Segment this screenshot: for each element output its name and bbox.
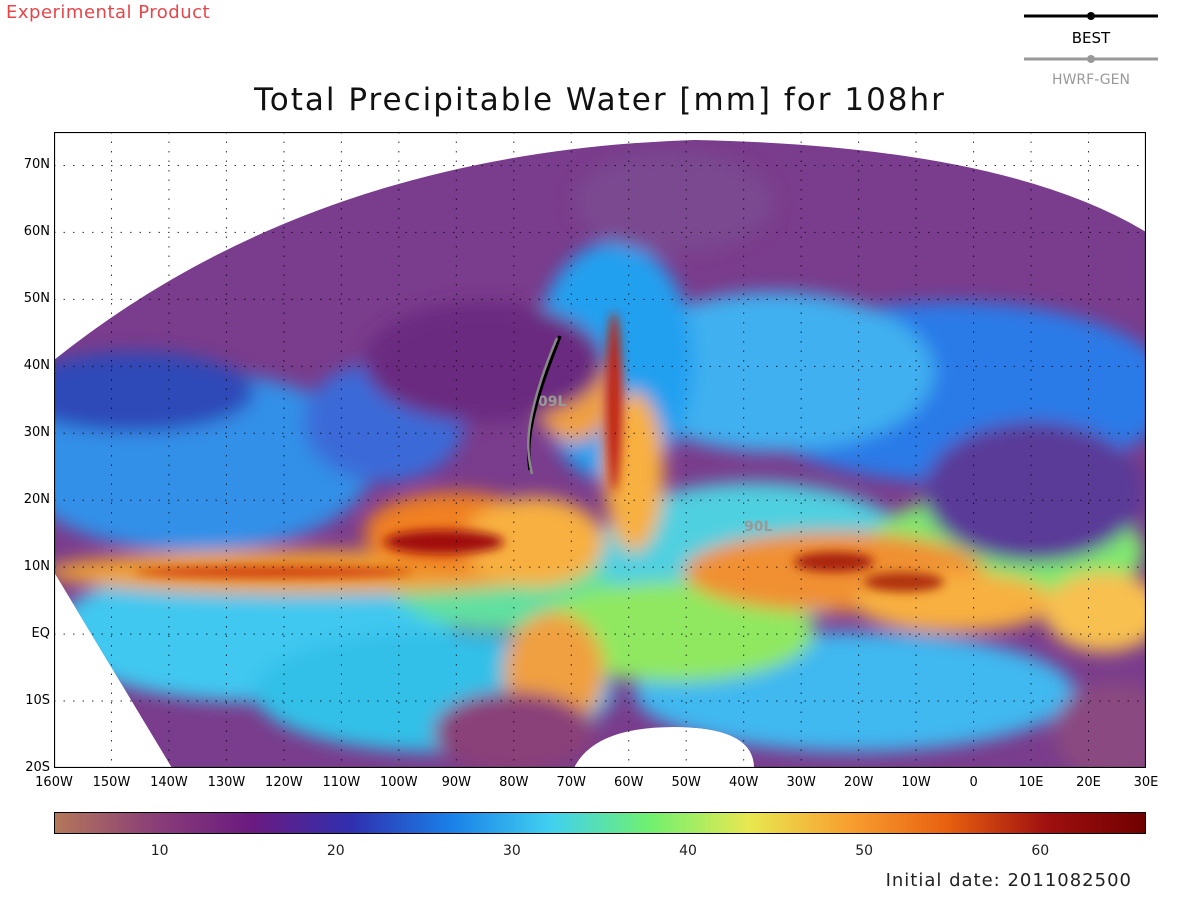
lon-label: 130W — [207, 775, 246, 790]
storm-label-09l: 09L — [538, 394, 566, 410]
colorbar-svg — [54, 812, 1146, 834]
colorbar-tick-label: 40 — [679, 843, 697, 859]
graticule — [54, 132, 1146, 768]
lon-label: 120W — [265, 775, 303, 790]
lat-label: 10S — [25, 693, 50, 709]
storm-label-90l: 90L — [744, 519, 772, 535]
lon-label: 80W — [499, 775, 529, 790]
map-svg: 09L 90L — [53, 131, 1147, 769]
tpw-field — [54, 140, 1146, 768]
legend-hwrf-label: HWRF-GEN — [1052, 72, 1130, 88]
precipitable-water-map: 09L 90L — [53, 131, 1147, 769]
legend-lines — [1024, 12, 1158, 63]
lon-label: 0 — [969, 775, 978, 790]
lat-label: 20S — [25, 760, 50, 775]
lon-label: 150W — [92, 775, 131, 790]
colorbar-tick-label: 60 — [1031, 843, 1050, 859]
lon-label: 160W — [35, 775, 73, 790]
lat-label: 40N — [23, 358, 50, 374]
lon-label: 100W — [379, 775, 418, 790]
initial-date: Initial date: 2011082500 — [885, 870, 1132, 891]
lon-label: 30E — [1133, 775, 1159, 790]
lon-label: 40W — [728, 775, 759, 790]
lat-label: 20N — [23, 492, 50, 508]
experimental-product-label: Experimental Product — [6, 2, 211, 23]
lon-label: 10E — [1018, 775, 1044, 790]
lon-label: 10W — [901, 775, 931, 790]
track-legend: BEST HWRF-GEN — [1024, 8, 1158, 92]
lon-label: 60W — [614, 775, 644, 790]
lon-label: 140W — [150, 775, 188, 790]
lat-label: 60N — [23, 224, 50, 240]
lon-label: 50W — [671, 775, 701, 790]
lon-label: 20E — [1076, 775, 1101, 790]
colorbar-tick-label: 50 — [855, 843, 874, 859]
lon-label: 110W — [322, 775, 361, 790]
lat-label: 50N — [23, 291, 50, 307]
lat-label: 30N — [23, 425, 50, 441]
colorbar-tick-label: 30 — [503, 843, 521, 859]
colorbar — [54, 812, 1146, 834]
lat-label: EQ — [31, 626, 50, 642]
lon-label: 90W — [441, 775, 472, 790]
lat-label: 70N — [23, 157, 50, 173]
lon-label: 70W — [556, 775, 586, 790]
lon-label: 30W — [786, 775, 816, 790]
legend-best-label: BEST — [1071, 29, 1111, 47]
hwrf-track-line — [527, 337, 559, 475]
lat-label: 10N — [23, 559, 50, 575]
colorbar-tick-label: 20 — [326, 843, 345, 859]
chart-title: Total Precipitable Water [mm] for 108hr — [254, 82, 946, 118]
colorbar-tick-label: 10 — [150, 843, 169, 859]
lon-label: 20W — [843, 775, 874, 790]
